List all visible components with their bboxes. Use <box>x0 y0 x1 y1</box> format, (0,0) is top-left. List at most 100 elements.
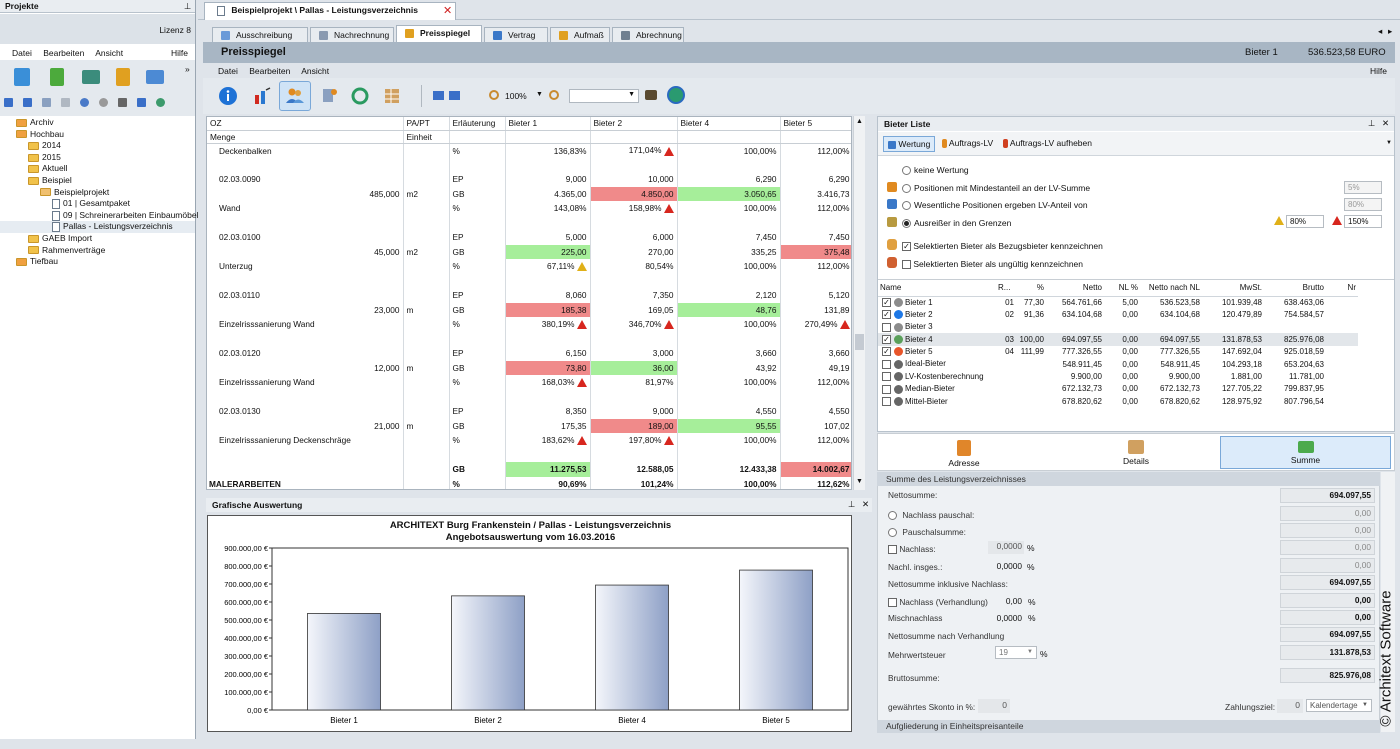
bidder-value-cell[interactable] <box>677 157 781 172</box>
table-row[interactable] <box>207 389 851 404</box>
column-header[interactable]: Bieter 4 <box>677 117 781 131</box>
bidder-value-cell[interactable] <box>505 157 591 172</box>
checkbox-nl-verh[interactable] <box>888 598 897 608</box>
tab-wertung[interactable]: Wertung <box>883 136 936 152</box>
checkbox-bezugsbieter[interactable]: ✓ <box>902 242 911 252</box>
bidder-value-cell[interactable]: 7,350 <box>590 288 678 303</box>
skonto-value[interactable]: 0 <box>978 699 1010 713</box>
bidder-value-cell[interactable]: 3,000 <box>590 346 678 361</box>
scroll-right-icon[interactable]: ▸ <box>1388 26 1393 36</box>
bidder-value-cell[interactable]: 6,150 <box>505 346 591 361</box>
table-row[interactable]: 23,000 m GB 185,38 169,05 48,76 131,89 <box>207 302 851 317</box>
bidder-value-cell[interactable]: 80,54% <box>590 259 678 274</box>
chart-pin-icon[interactable]: ⊥ <box>848 499 856 509</box>
copy-icon[interactable] <box>42 98 51 107</box>
bidder-value-cell[interactable]: 3.050,65 <box>677 186 781 201</box>
bidder-value-cell[interactable]: 4,550 <box>780 404 851 419</box>
column-header[interactable]: Bieter 1 <box>505 117 591 131</box>
bidder-value-cell[interactable]: 8,060 <box>505 288 591 303</box>
bidder-value-cell[interactable]: 100,00% <box>677 476 781 489</box>
table-row[interactable] <box>207 273 851 288</box>
scroll-left-icon[interactable]: ◂ <box>1378 26 1383 36</box>
bidder-value-cell[interactable]: 100,00% <box>677 143 781 158</box>
table-row[interactable]: 45,000 m2 GB 225,00 270,00 335,25 375,48 <box>207 244 851 259</box>
bidder-value-cell[interactable] <box>780 447 851 462</box>
bidder-value-cell[interactable]: 9,000 <box>505 172 591 187</box>
expand-toolbar-icon[interactable]: » <box>185 64 190 74</box>
bidder-value-cell[interactable]: 4.850,00 <box>590 186 678 201</box>
tree-item[interactable]: 2014 <box>0 140 195 152</box>
table-row[interactable] <box>207 157 851 172</box>
bidder-value-cell[interactable]: 158,98% <box>590 201 678 216</box>
bidder-value-cell[interactable] <box>590 331 678 346</box>
settings-window-icon[interactable] <box>146 70 164 84</box>
filter-icon[interactable] <box>118 98 127 107</box>
bidder-value-cell[interactable] <box>677 331 781 346</box>
tree-item[interactable]: 09 | Schreinerarbeiten Einbaumöbel <box>0 210 198 222</box>
table-row[interactable]: 12,000 m GB 73,80 36,00 43,92 49,19 <box>207 360 851 375</box>
column-header[interactable]: Menge <box>207 130 404 144</box>
bidder-value-cell[interactable]: 185,38 <box>505 302 591 317</box>
option-mindestanteil[interactable]: Positionen mit Mindestanteil an der LV-S… <box>902 183 1090 194</box>
bidder-checkbox[interactable] <box>882 322 891 332</box>
bidder-value-cell[interactable]: 183,62% <box>505 433 591 448</box>
bidder-value-cell[interactable]: 90,69% <box>505 476 591 489</box>
tab-vertrag[interactable]: Vertrag <box>484 27 548 42</box>
bidder-value-cell[interactable]: 270,00 <box>590 244 678 259</box>
zoom-value[interactable]: 100% <box>505 91 527 101</box>
bidder-column-header[interactable]: Nr <box>1326 280 1358 297</box>
table-settings-button[interactable] <box>379 83 405 109</box>
bidder-value-cell[interactable]: 335,25 <box>677 244 781 259</box>
zoom-out-icon[interactable] <box>549 90 559 100</box>
expand-icon[interactable] <box>23 98 32 107</box>
scroll-thumb[interactable] <box>855 334 864 350</box>
option-wesentliche[interactable]: Wesentliche Positionen ergeben LV-Anteil… <box>902 200 1088 211</box>
high-limit-select[interactable]: 150% <box>1344 215 1382 228</box>
ziel-value[interactable]: 0 <box>1277 699 1303 713</box>
bidder-value-cell[interactable]: 73,80 <box>505 360 591 375</box>
bidder-column-header[interactable]: Name <box>878 280 996 297</box>
bidder-value-cell[interactable]: 112,00% <box>780 259 851 274</box>
nl-pausch-value[interactable]: 0,00 <box>1280 506 1375 521</box>
column-header[interactable]: OZ <box>207 117 404 131</box>
bidder-row[interactable]: ✓ Bieter 4 03 100,00 694.097,55 0,00 694.097,5… <box>878 333 1358 346</box>
bidder-checkbox[interactable] <box>882 359 891 369</box>
table-row[interactable]: 02.03.0100 EP 5,000 6,000 7,450 7,450 <box>207 230 851 245</box>
check-ungueltig[interactable]: Selektierten Bieter als ungültig kennzei… <box>902 259 1083 270</box>
signpost-icon[interactable] <box>116 68 130 86</box>
paste-icon[interactable] <box>61 98 70 107</box>
bidder-column-header[interactable]: Netto nach NL <box>1140 280 1202 297</box>
table-row[interactable]: 02.03.0120 EP 6,150 3,000 3,660 3,660 <box>207 346 851 361</box>
bidder-value-cell[interactable]: 136,83% <box>505 143 591 158</box>
bidder-value-cell[interactable]: 36,00 <box>590 360 678 375</box>
column-header[interactable] <box>677 130 781 144</box>
tab-ausschreibung[interactable]: Ausschreibung <box>212 27 308 42</box>
globe-icon[interactable] <box>156 98 165 107</box>
column-header[interactable] <box>780 130 851 144</box>
table-row[interactable]: 02.03.0110 EP 8,060 7,350 2,120 5,120 <box>207 288 851 303</box>
screen-icon[interactable] <box>82 70 100 84</box>
bidder-value-cell[interactable]: 12.433,38 <box>677 462 781 477</box>
bidder-value-cell[interactable] <box>505 331 591 346</box>
bidder-row[interactable]: LV-Kostenberechnung 9.900,00 0,00 9.900,00 1… <box>878 370 1358 382</box>
bidder-value-cell[interactable] <box>505 447 591 462</box>
mwst-select[interactable]: 19 ▼ <box>995 646 1037 659</box>
close-icon[interactable]: ✕ <box>443 5 453 17</box>
table-row[interactable] <box>207 447 851 462</box>
bidder-column-header[interactable]: NL % <box>1104 280 1140 297</box>
bidder-value-cell[interactable]: 67,11% <box>505 259 591 274</box>
bidder-row[interactable]: Mittel-Bieter 678.820,62 0,00 678.820,62 128… <box>878 395 1358 407</box>
menu-datei[interactable]: Datei <box>12 48 32 58</box>
table-row[interactable]: 21,000 m GB 175,35 189,00 95,55 107,02 <box>207 418 851 433</box>
bidder-value-cell[interactable] <box>505 273 591 288</box>
bidder-value-cell[interactable]: 112,62% <box>780 476 851 489</box>
bidder-value-cell[interactable]: 81,97% <box>590 375 678 390</box>
tree-item[interactable]: Pallas - Leistungsverzeichnis <box>0 221 195 233</box>
bidder-value-cell[interactable] <box>590 447 678 462</box>
zoom-dropdown-icon[interactable]: ▼ <box>536 91 543 98</box>
import-icon[interactable] <box>50 68 64 86</box>
bidder-value-cell[interactable]: 3,660 <box>780 346 851 361</box>
bidder-pin-icon[interactable]: ⊥ <box>1368 118 1376 128</box>
refresh-button[interactable] <box>347 83 373 109</box>
collapse-icon[interactable] <box>4 98 13 107</box>
